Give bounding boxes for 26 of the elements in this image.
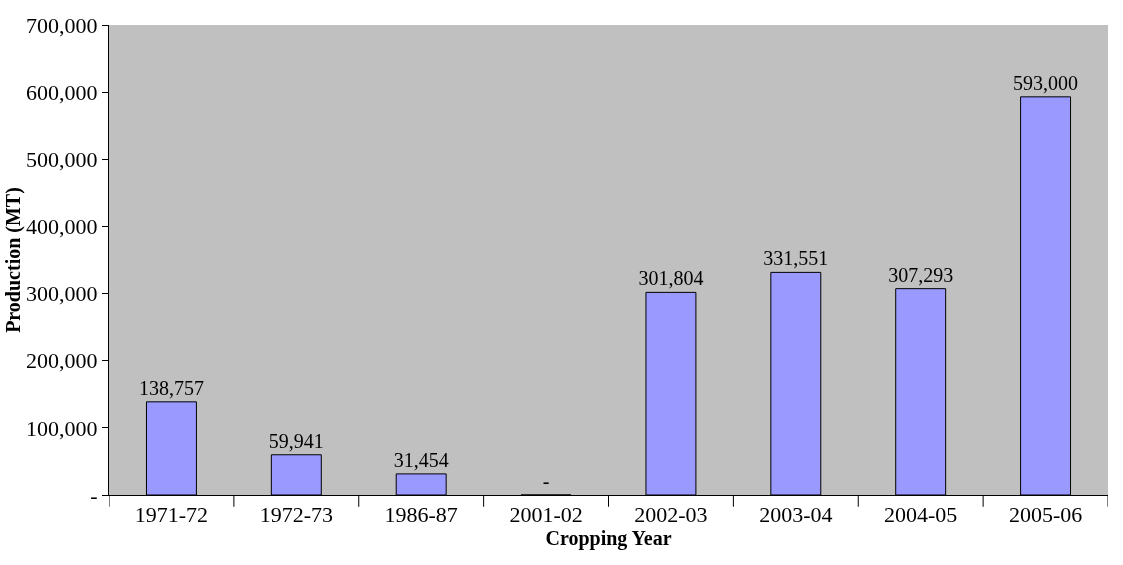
- y-axis-title: Production (MT): [1, 187, 25, 333]
- x-tick-label: 2001-02: [509, 502, 583, 528]
- y-tick-label: 100,000: [26, 415, 98, 441]
- x-tick-label: 1986-87: [384, 502, 458, 528]
- x-tick-label: 2005-06: [1008, 502, 1083, 528]
- y-tick-label: 300,000: [26, 281, 98, 307]
- x-tick-label: 2002-03: [634, 502, 708, 528]
- data-label: 593,000: [1013, 71, 1079, 94]
- x-tick-label: 1971-72: [134, 502, 209, 528]
- data-label: -: [542, 470, 550, 492]
- x-tick-label: 2003-04: [759, 502, 833, 528]
- y-tick-label: 400,000: [26, 214, 98, 240]
- x-tick-label: 2004-05: [884, 502, 958, 528]
- data-label: 301,804: [638, 267, 704, 290]
- x-tick-label: 1972-73: [259, 502, 333, 528]
- data-label: 138,757: [138, 376, 204, 399]
- data-label: 31,454: [393, 448, 449, 471]
- data-label: 331,551: [763, 247, 829, 270]
- x-axis-title: Cropping Year: [545, 527, 672, 551]
- y-tick-label: 600,000: [26, 79, 98, 105]
- y-tick-label: 700,000: [26, 12, 98, 38]
- y-tick-label: -: [90, 482, 98, 508]
- y-tick-label: 200,000: [26, 348, 98, 374]
- data-label: 59,941: [268, 429, 324, 452]
- y-tick-label: 500,000: [26, 146, 98, 172]
- data-label: 307,293: [888, 263, 954, 286]
